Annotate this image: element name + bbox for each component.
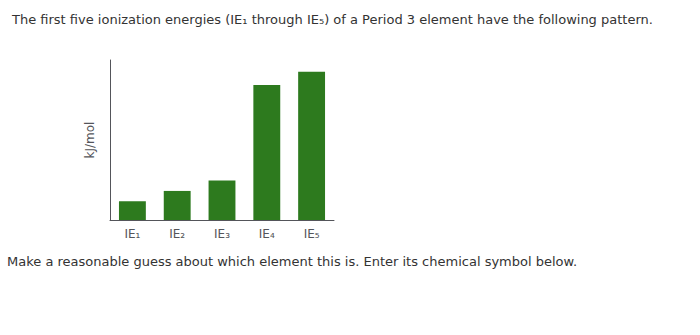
svg-text:kJ/mol: kJ/mol xyxy=(83,122,97,159)
svg-text:IE₃: IE₃ xyxy=(214,227,230,241)
svg-text:The first five ionization ener: The first five ionization energies (IE₁ … xyxy=(11,12,653,27)
svg-text:IE₄: IE₄ xyxy=(259,227,275,241)
svg-text:IE₂: IE₂ xyxy=(169,227,185,241)
svg-text:Make a reasonable guess about: Make a reasonable guess about which elem… xyxy=(7,254,577,269)
svg-text:IE₅: IE₅ xyxy=(304,227,320,241)
svg-text:IE₁: IE₁ xyxy=(124,227,140,241)
